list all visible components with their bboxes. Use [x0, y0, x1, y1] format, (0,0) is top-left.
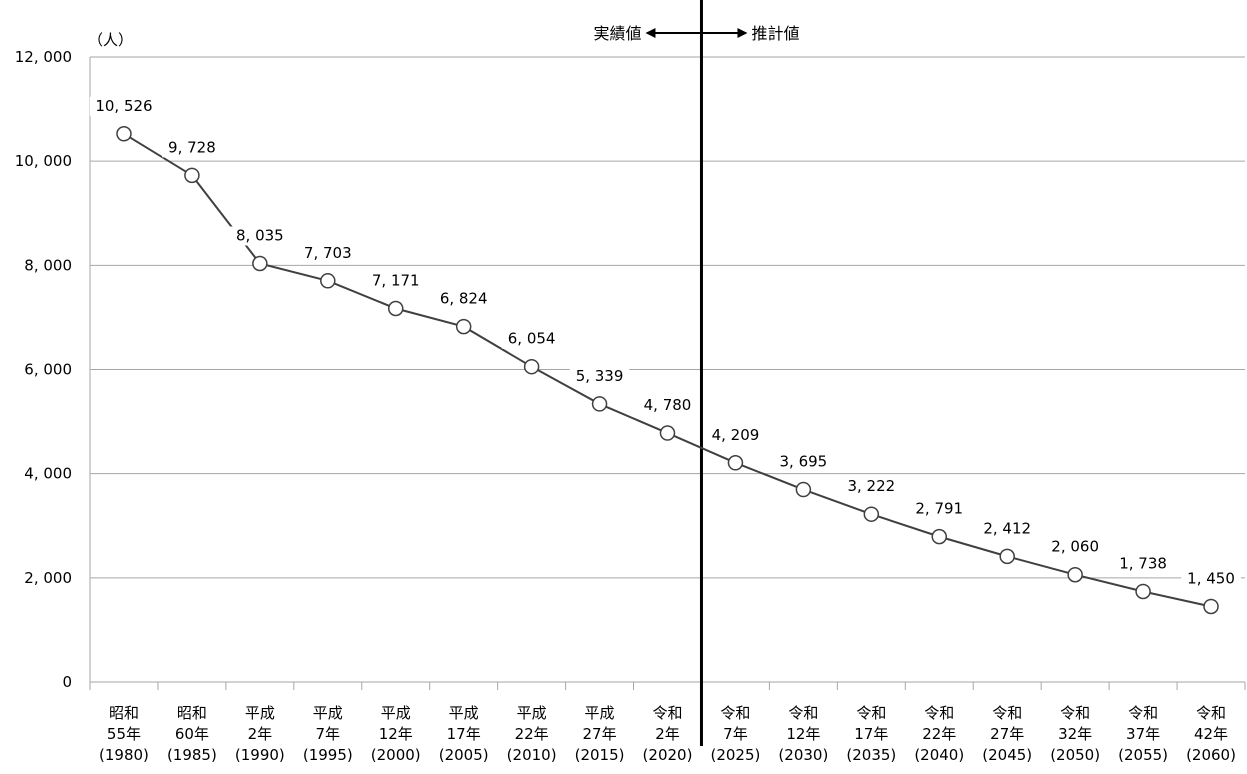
- data-point: [184, 167, 200, 184]
- data-points: [116, 126, 1219, 615]
- x-tick-label: 平成 7年(1995): [303, 704, 353, 764]
- gridlines: [90, 56, 1245, 579]
- data-label-background: [89, 96, 159, 116]
- data-point: [727, 455, 744, 471]
- x-tick-label: 令和 32年(2050): [1050, 704, 1100, 764]
- data-label: 9, 728: [168, 138, 216, 156]
- data-label: 2, 060: [1051, 538, 1099, 556]
- data-label: 4, 209: [712, 426, 760, 444]
- y-tick-label: 0: [62, 673, 72, 691]
- x-tick-label: 令和 2年(2020): [643, 704, 693, 764]
- data-label: 3, 222: [847, 477, 895, 495]
- data-label-background: [977, 519, 1038, 539]
- data-label-background: [773, 452, 834, 472]
- data-label-background: [1045, 537, 1105, 557]
- data-point: [1135, 583, 1151, 600]
- data-label-background: [705, 425, 766, 445]
- data-point: [795, 481, 812, 498]
- population-series: [123, 132, 1212, 608]
- x-tick-label: 昭和 55年(1980): [99, 704, 149, 764]
- x-tick-label: 令和 27年(2045): [982, 704, 1032, 764]
- x-tick-label: 令和 17年(2035): [846, 704, 896, 764]
- data-label-background: [162, 138, 222, 158]
- data-label: 2, 791: [915, 500, 963, 518]
- data-point: [320, 273, 336, 289]
- data-point: [523, 358, 540, 375]
- x-tick-label: 令和 42年(2060): [1186, 704, 1236, 764]
- series-line: [123, 132, 1212, 608]
- actual-values-label: 実績値: [593, 24, 641, 43]
- x-tick-label: 令和 22年(2040): [914, 704, 964, 764]
- data-point: [1067, 566, 1083, 583]
- data-label: 7, 703: [304, 244, 352, 262]
- data-point: [1203, 598, 1219, 615]
- left-arrow-head: [645, 28, 656, 38]
- data-label: 6, 054: [508, 330, 556, 348]
- x-tick-label: 平成 2年(1990): [235, 704, 285, 764]
- data-label-background: [1181, 569, 1241, 589]
- actual-vs-projection-divider: 実績値 推計値: [593, 0, 799, 746]
- data-label: 1, 450: [1187, 569, 1235, 587]
- data-label-background: [365, 271, 426, 291]
- data-label: 2, 412: [983, 519, 1031, 537]
- x-tick-label: 令和 7年(2025): [710, 704, 760, 764]
- x-tick-labels: 昭和 55年(1980) 昭和 60年(1985) 平成 2年(1990) 平成 7年(199…: [99, 704, 1236, 764]
- y-tick-label: 4, 000: [24, 465, 72, 483]
- data-point: [931, 528, 948, 545]
- data-point: [252, 255, 268, 272]
- data-label-background: [1113, 554, 1173, 574]
- data-label: 5, 339: [576, 367, 624, 385]
- data-label: 7, 171: [372, 272, 420, 290]
- right-arrow-head: [737, 28, 748, 38]
- data-label: 8, 035: [236, 227, 284, 245]
- data-label: 6, 824: [440, 290, 488, 308]
- data-label: 10, 526: [95, 97, 152, 115]
- data-label-background: [230, 226, 290, 246]
- x-tick-label: 平成 27年(2015): [575, 704, 625, 764]
- axes: [89, 57, 1246, 690]
- data-point: [591, 396, 608, 412]
- y-tick-label: 8, 000: [24, 256, 72, 274]
- data-label: 4, 780: [644, 396, 692, 414]
- y-tick-label: 10, 000: [15, 152, 72, 170]
- x-tick-label: 昭和 60年(1985): [167, 704, 217, 764]
- projected-values-label: 推計値: [751, 24, 799, 43]
- data-label-background: [841, 477, 902, 497]
- data-point: [455, 318, 472, 335]
- data-label: 1, 738: [1119, 554, 1167, 572]
- data-point: [659, 425, 676, 441]
- y-axis-unit-label: （人）: [88, 31, 133, 49]
- data-point: [387, 300, 404, 317]
- data-point: [999, 548, 1015, 565]
- data-label-background: [297, 243, 358, 263]
- data-label-background: [433, 289, 494, 309]
- data-label: 3, 695: [780, 453, 828, 471]
- data-label-background: [569, 366, 630, 386]
- y-tick-label: 12, 000: [15, 48, 72, 66]
- y-tick-label: 2, 000: [24, 569, 72, 587]
- data-label-background: [637, 396, 698, 416]
- data-labels: 10, 526 9, 728 8, 035 7, 703 7, 171 6, 824 6, …: [89, 96, 1241, 589]
- data-label-background: [909, 499, 970, 519]
- x-tick-label: 令和 12年(2030): [778, 704, 828, 764]
- data-point: [116, 126, 132, 142]
- x-tick-label: 平成 17年(2005): [439, 704, 489, 764]
- x-tick-label: 平成 22年(2010): [507, 704, 557, 764]
- y-tick-label: 6, 000: [24, 361, 72, 379]
- x-tick-label: 令和 37年(2055): [1118, 704, 1168, 764]
- data-label-background: [501, 329, 562, 349]
- y-tick-labels: 0 2, 000 4, 000 6, 000 8, 000 10, 000 12, 000: [15, 48, 72, 691]
- x-tick-label: 平成 12年(2000): [371, 704, 421, 764]
- data-point: [863, 506, 880, 522]
